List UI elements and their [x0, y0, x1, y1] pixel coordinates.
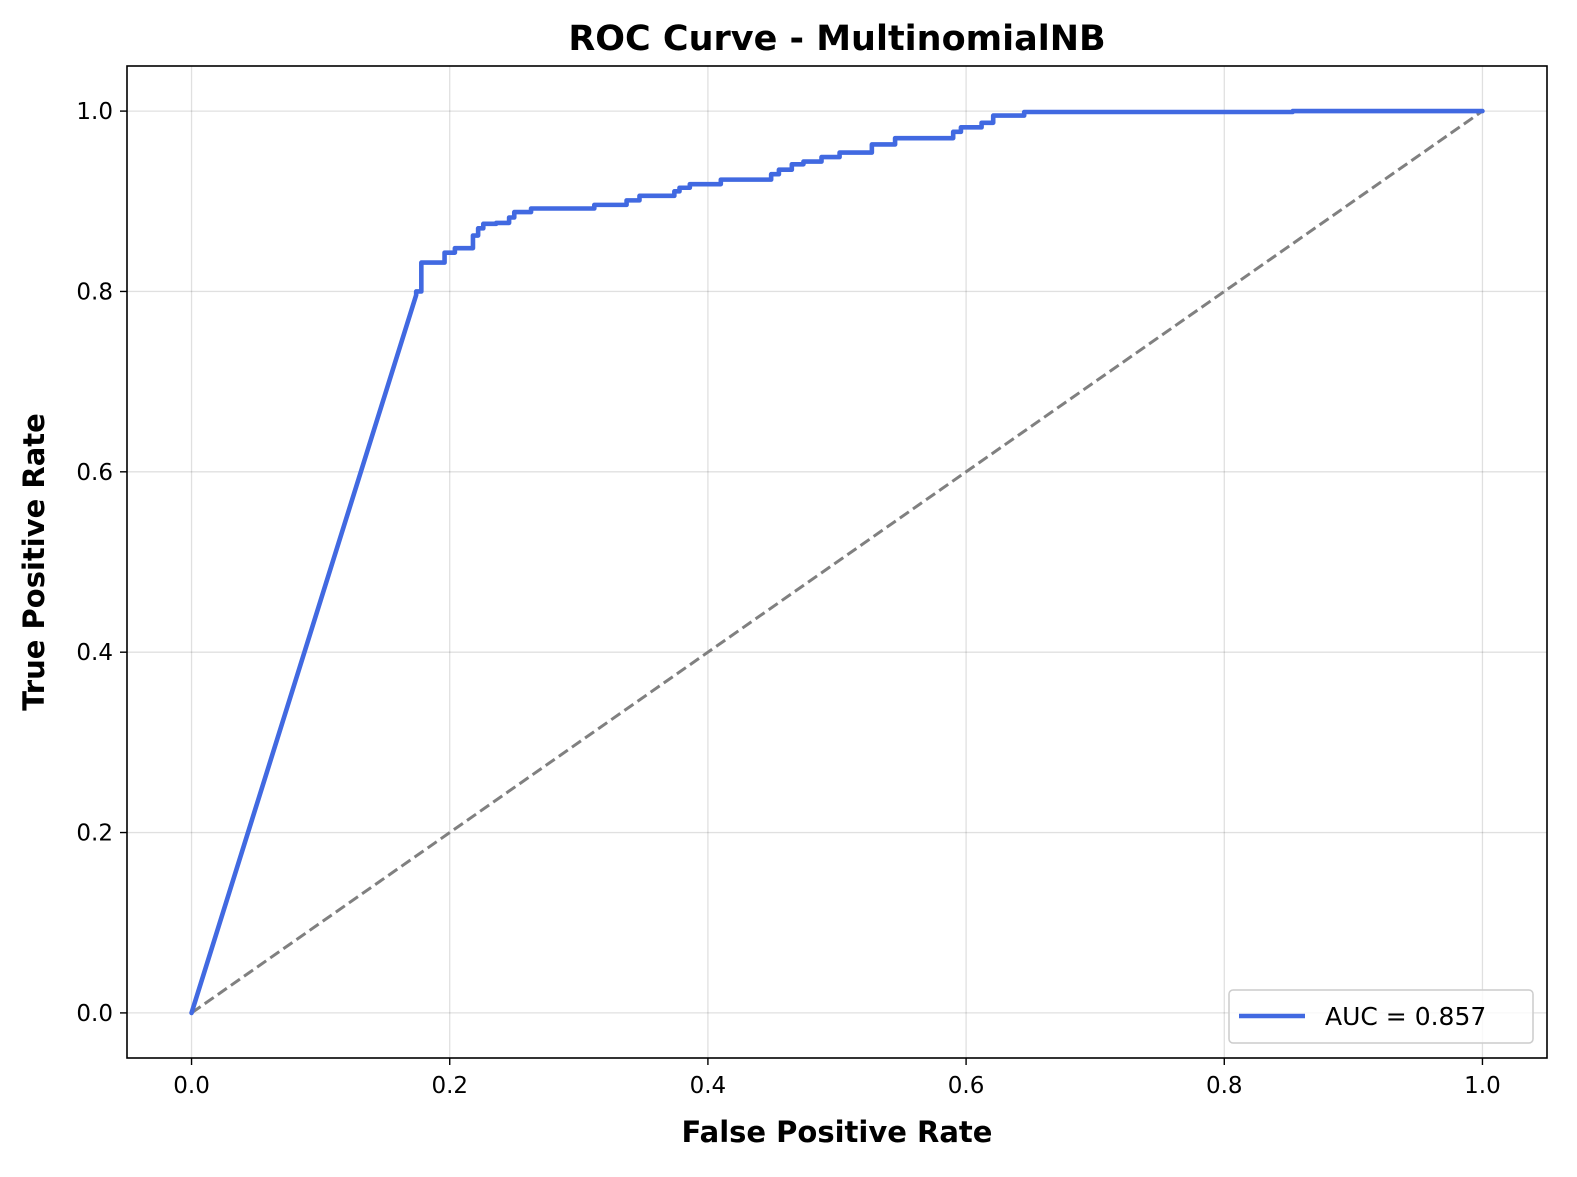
grid [127, 66, 1547, 1058]
roc-curve-line [189, 108, 1485, 1016]
y-tick-label: 1.0 [76, 99, 113, 125]
legend-box [1228, 989, 1534, 1044]
x-tick-label: 0.4 [690, 1073, 727, 1099]
y-tick-label: 0.4 [76, 640, 113, 666]
y-tick-label: 0.0 [76, 1001, 113, 1027]
series-layer [189, 108, 1485, 1016]
x-tick-label: 0.8 [1206, 1073, 1243, 1099]
y-tick-label: 0.8 [76, 279, 113, 305]
plot-frame [126, 65, 1548, 1059]
x-tick-label: 0.0 [173, 1073, 210, 1099]
x-tick-label: 0.2 [431, 1073, 468, 1099]
x-tick-label: 0.6 [948, 1073, 985, 1099]
x-tick-label: 1.0 [1464, 1073, 1501, 1099]
chart-title: ROC Curve - MultinomialNB [568, 19, 1105, 59]
y-tick-label: 0.2 [76, 821, 113, 847]
ticks: 0.0 0.2 0.4 0.6 0.8 1.0 0.0 0.2 0.4 0.6 0.8 1.0 [76, 99, 1500, 1099]
legend: AUC = 0.857 [1228, 989, 1534, 1044]
y-tick-label: 0.6 [76, 460, 113, 486]
x-axis-label: False Positive Rate [682, 1115, 993, 1149]
legend-label-auc: AUC = 0.857 [1325, 1002, 1486, 1031]
chance-diagonal-line [190, 109, 1484, 1015]
y-axis-label: True Positive Rate [17, 413, 51, 711]
